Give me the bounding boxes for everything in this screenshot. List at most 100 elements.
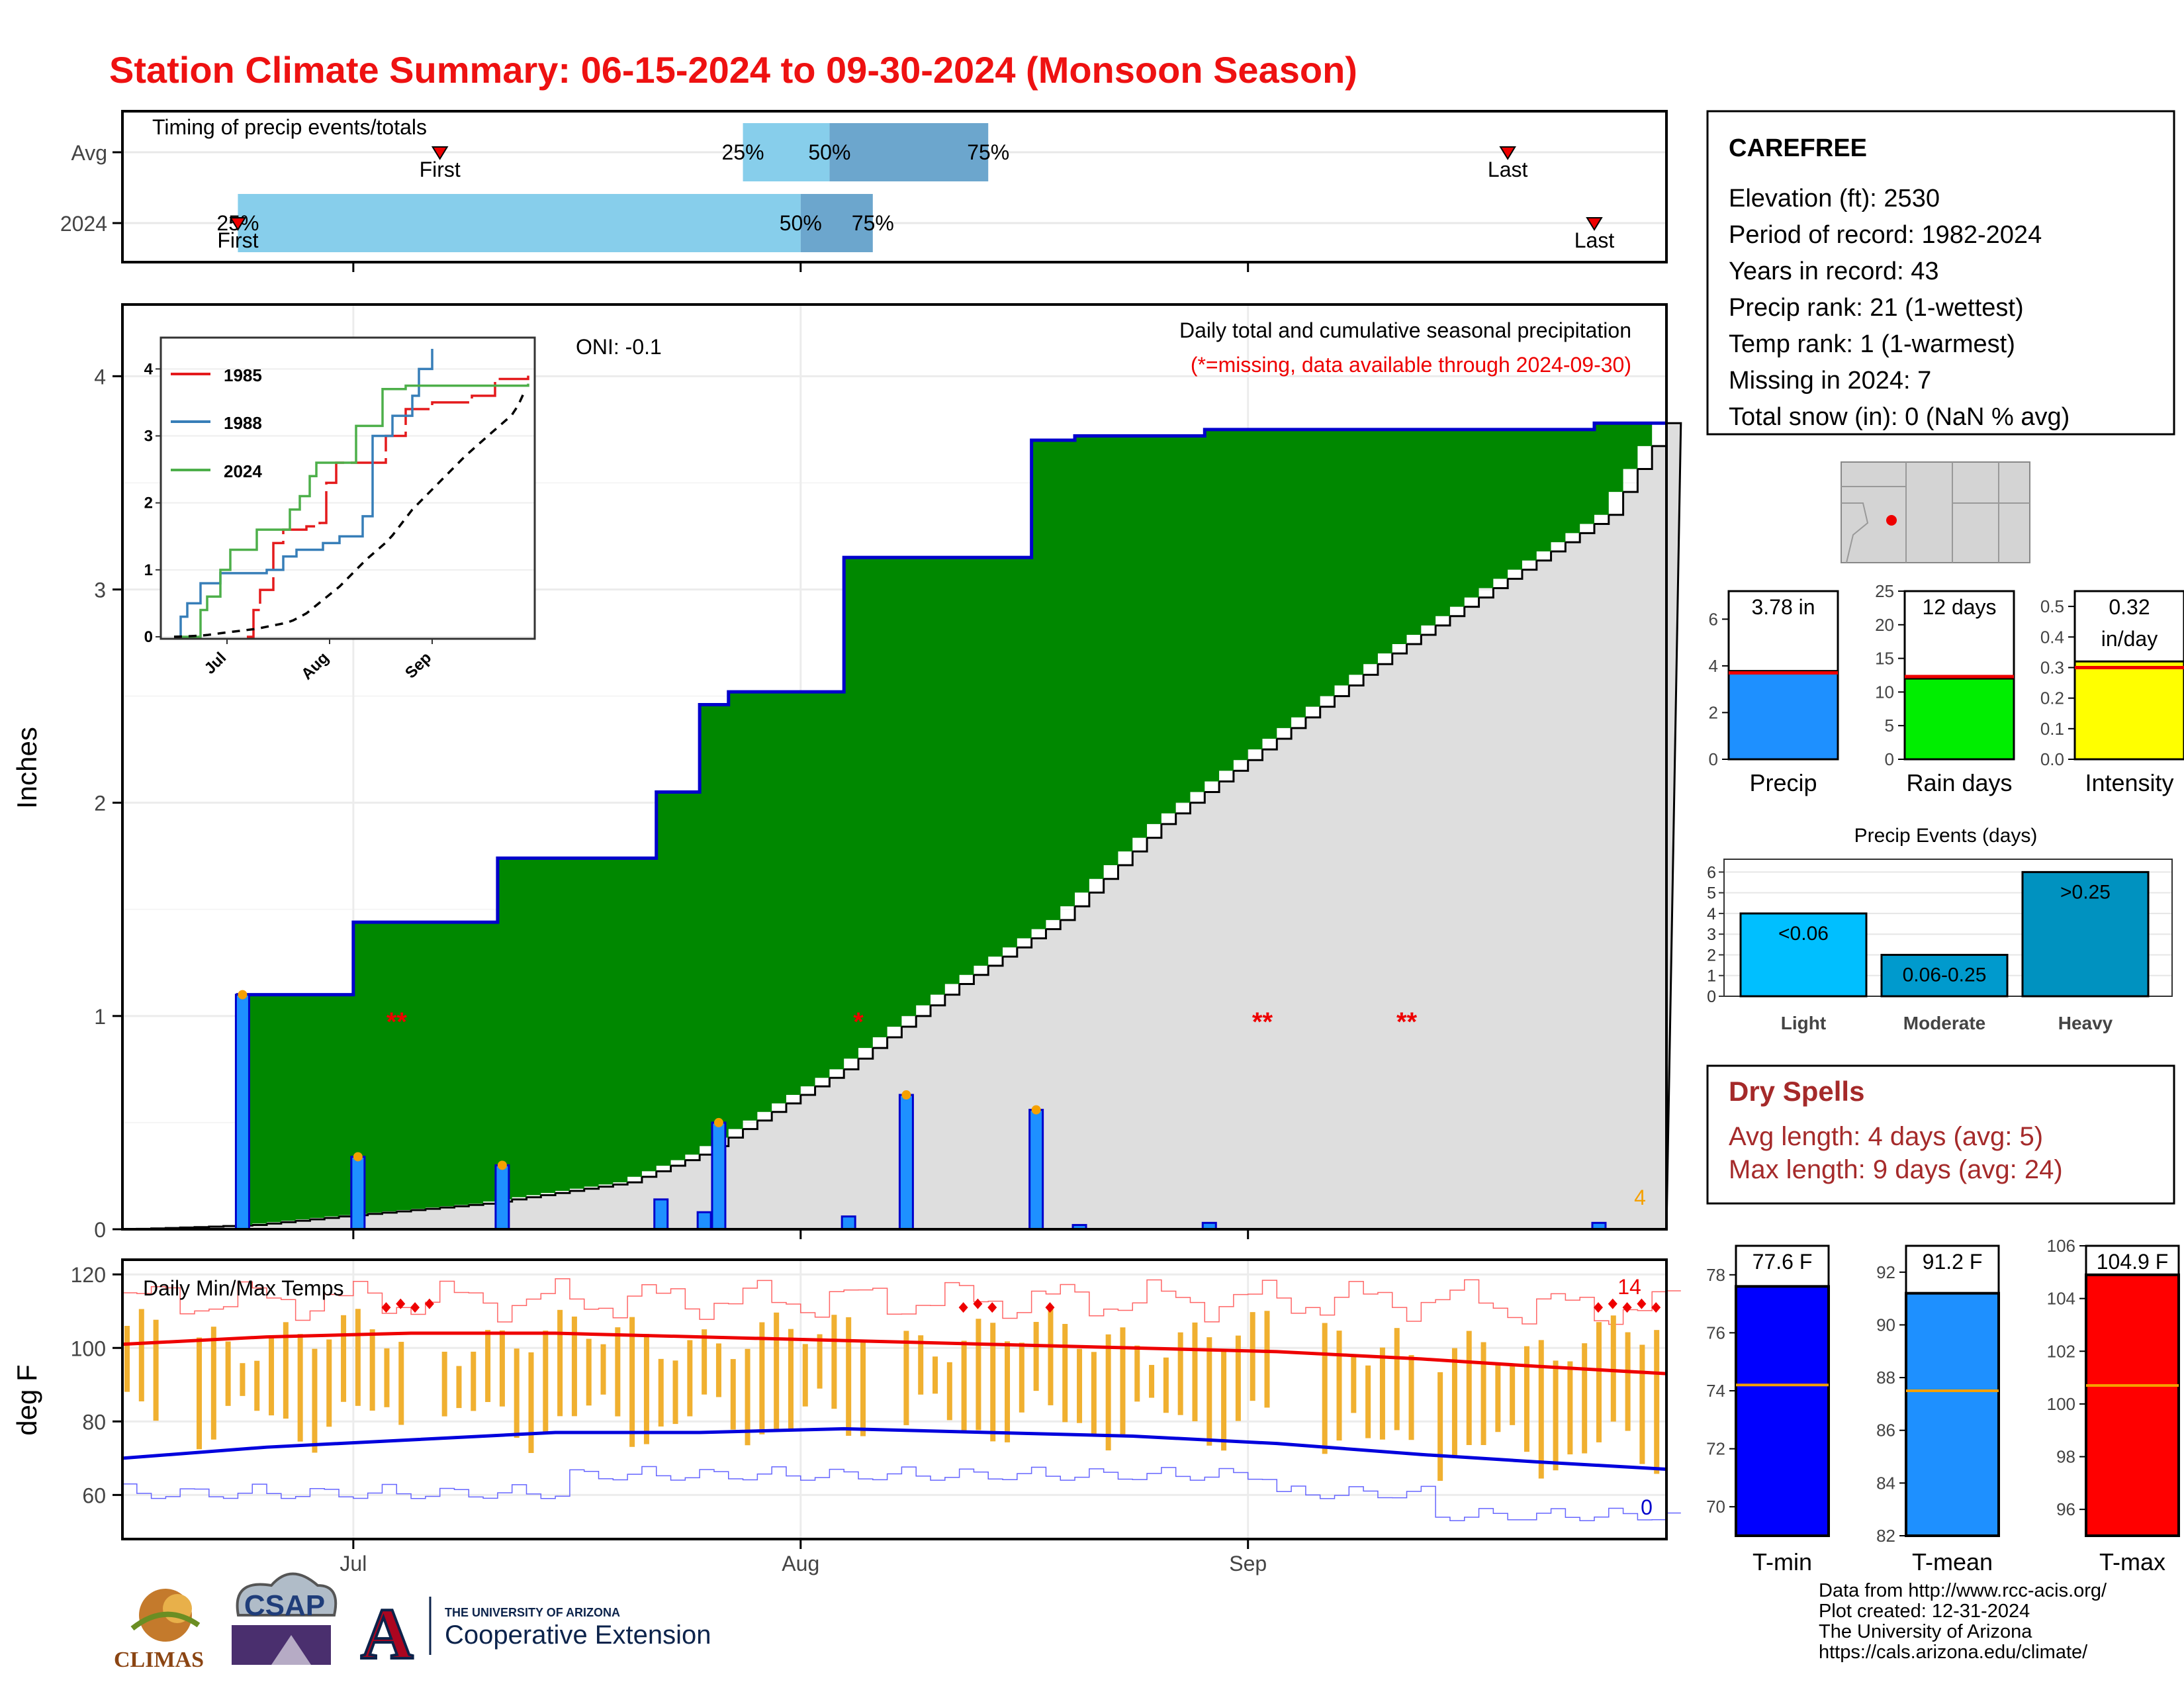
heavy-day-marker bbox=[713, 1117, 723, 1127]
temp-bar-label: T-max bbox=[2099, 1548, 2165, 1575]
daily-temp-range-bar bbox=[1091, 1352, 1097, 1434]
daily-temp-range-bar bbox=[1567, 1361, 1573, 1455]
record-high-marker bbox=[396, 1298, 406, 1309]
station-info-line: Period of record: 1982-2024 bbox=[1729, 221, 2042, 249]
daily-temp-range-bar bbox=[471, 1351, 477, 1411]
daily-temp-range-bar bbox=[1639, 1344, 1645, 1464]
daily-temp-range-bar bbox=[946, 1362, 952, 1421]
events-y-tick-label: 5 bbox=[1707, 884, 1716, 903]
daily-precip-bars bbox=[234, 990, 1607, 1231]
daily-temp-range-bar bbox=[384, 1348, 390, 1407]
dry-spells-avg: Avg length: 4 days (avg: 5) bbox=[1729, 1122, 2043, 1151]
record-high-marker bbox=[1622, 1302, 1632, 1313]
record-high-marker bbox=[958, 1302, 968, 1313]
daily-temp-range-bar bbox=[1048, 1309, 1054, 1405]
oni-label: ONI: -0.1 bbox=[576, 335, 662, 359]
summary-bar-tick-label: 20 bbox=[1875, 615, 1894, 635]
daily-temp-range-bar bbox=[903, 1331, 909, 1425]
timing-last-label: Last bbox=[1488, 158, 1528, 181]
events-y-tick-label: 1 bbox=[1707, 967, 1716, 986]
page-title: Station Climate Summary: 06-15-2024 to 0… bbox=[109, 49, 1357, 91]
temp-bar-t-min bbox=[1735, 1285, 1830, 1537]
daily-temp-range-bar bbox=[1596, 1322, 1602, 1442]
daily-temp-range-bar bbox=[643, 1334, 649, 1444]
summary-bar-tick-label: 2 bbox=[1709, 702, 1718, 722]
inset-series-2024 bbox=[174, 383, 529, 638]
summary-bar-label: Intensity bbox=[2085, 769, 2173, 796]
daily-temp-range-bar bbox=[1149, 1364, 1155, 1398]
daily-temp-range-bar bbox=[210, 1327, 216, 1440]
csap-logo-text: CSAP bbox=[244, 1589, 325, 1622]
legend-1985: 1985 bbox=[224, 365, 262, 385]
daily-temp-range-bar bbox=[571, 1316, 577, 1417]
precip-event-bar-heavy bbox=[2021, 870, 2150, 998]
daily-temp-range-bar bbox=[629, 1317, 635, 1447]
temp-bar-tick-label: 96 bbox=[2056, 1499, 2075, 1519]
daily-temp-range-bar bbox=[1177, 1332, 1183, 1415]
daily-temp-range-bar bbox=[586, 1338, 592, 1406]
daily-temp-range-bar bbox=[1322, 1323, 1328, 1454]
station-info-line: Years in record: 43 bbox=[1729, 258, 1939, 285]
summary-bar-tick-label: 10 bbox=[1875, 682, 1894, 702]
record-high-marker bbox=[381, 1302, 391, 1313]
inset-y-tick-label: 4 bbox=[144, 360, 154, 378]
daily-temp-range-bar bbox=[702, 1329, 707, 1395]
daily-temp-range-bar bbox=[1250, 1312, 1255, 1401]
summary-bar-tick-label: 5 bbox=[1885, 716, 1894, 735]
timing-last-marker bbox=[1499, 146, 1516, 160]
daily-temp-range-bar bbox=[1365, 1365, 1371, 1438]
summary-bar-tick-label: 0.1 bbox=[2040, 719, 2064, 739]
daily-temp-range-bar bbox=[1206, 1337, 1212, 1446]
timing-last-label: Last bbox=[1574, 228, 1615, 252]
daily-temp-range-bar bbox=[759, 1322, 765, 1434]
daily-temp-range-bar bbox=[1077, 1348, 1083, 1423]
y-tick-label: 0 bbox=[94, 1218, 106, 1242]
record-high-marker bbox=[1637, 1298, 1647, 1309]
record-high-marker bbox=[1651, 1302, 1661, 1313]
inset-series-1985 bbox=[247, 375, 529, 638]
temp-bar-t-max bbox=[2085, 1273, 2180, 1538]
daily-temp-range-bar bbox=[615, 1327, 621, 1417]
credit-line: The University of Arizona bbox=[1819, 1621, 2032, 1642]
timing-25-50-bar bbox=[743, 123, 830, 181]
timing-p50-label: 50% bbox=[780, 211, 822, 235]
temp-bar-tick-label: 100 bbox=[2047, 1394, 2075, 1414]
daily-temp-range-bar bbox=[1379, 1347, 1385, 1440]
daily-precip-bar bbox=[711, 1121, 727, 1231]
events-y-tick-label: 6 bbox=[1707, 863, 1716, 882]
timing-panel-title: Timing of precip events/totals bbox=[152, 115, 427, 139]
ua-small-text: THE UNIVERSITY OF ARIZONA bbox=[445, 1606, 620, 1619]
temp-bar-value: 91.2 F bbox=[1923, 1250, 1983, 1274]
events-y-tick-label: 3 bbox=[1707, 925, 1716, 944]
daily-temp-range-bar bbox=[225, 1341, 231, 1406]
daily-temp-range-bar bbox=[197, 1337, 203, 1450]
temp-bar-tick-label: 84 bbox=[1876, 1473, 1895, 1493]
summary-bar-tick-label: 0 bbox=[1885, 749, 1894, 769]
average-cumulative-precip-area bbox=[122, 422, 1682, 1231]
temp-bar-tick-label: 74 bbox=[1706, 1381, 1725, 1401]
daily-temp-range-bar bbox=[1019, 1342, 1024, 1413]
daily-temp-range-bar bbox=[254, 1360, 260, 1411]
daily-temp-range-bar bbox=[1610, 1315, 1616, 1422]
temp-bar-tick-label: 86 bbox=[1876, 1421, 1895, 1440]
temp-bar-tick-label: 82 bbox=[1876, 1526, 1895, 1546]
daily-temp-range-bar bbox=[355, 1309, 361, 1406]
inset-y-tick-label: 1 bbox=[144, 561, 153, 579]
y-tick-label: 4 bbox=[94, 365, 106, 389]
daily-temp-range-bar bbox=[341, 1315, 347, 1402]
missing-data-mark: ** bbox=[387, 1008, 408, 1037]
summary-bar-precip bbox=[1727, 670, 1839, 761]
daily-temp-range-bar bbox=[1033, 1321, 1039, 1391]
y-tick-label: 120 bbox=[71, 1263, 106, 1287]
daily-temp-range-bar bbox=[730, 1359, 736, 1430]
daily-temp-range-bar bbox=[715, 1343, 721, 1397]
daily-temp-range-bar bbox=[514, 1348, 520, 1438]
record-low-line bbox=[122, 1466, 1681, 1521]
inset-legend: 1985 1988 2024 bbox=[171, 365, 262, 481]
timing-50-75-bar bbox=[829, 123, 989, 181]
record-high-marker bbox=[1608, 1298, 1617, 1309]
daily-temp-range-bar bbox=[1524, 1346, 1529, 1452]
temp-bar-tick-label: 102 bbox=[2047, 1341, 2075, 1361]
daily-temp-range-bar bbox=[860, 1342, 866, 1436]
